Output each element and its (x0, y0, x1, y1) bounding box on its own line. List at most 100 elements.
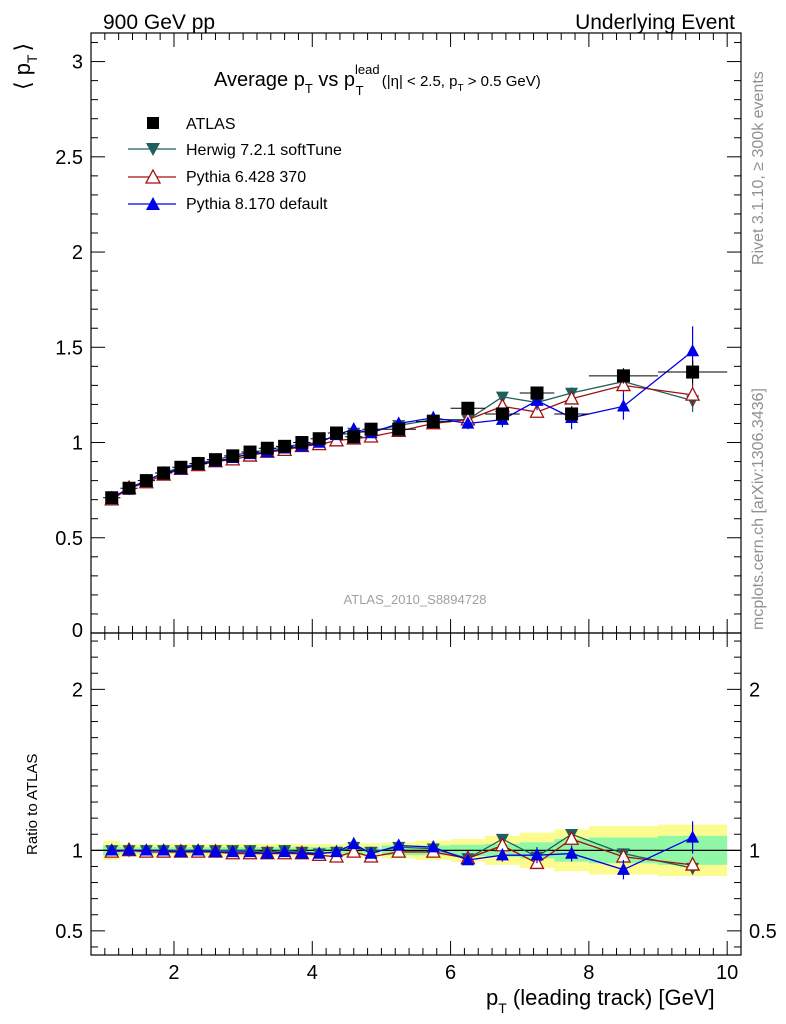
axis-ticks (91, 33, 741, 955)
y-tick-label: 2.5 (55, 147, 83, 169)
point-atlas (347, 430, 361, 444)
y-tick-label: 0.5 (55, 528, 83, 550)
ratio-point-pythia-6-428-370 (564, 830, 580, 845)
point-pythia-8-170-default (686, 343, 700, 357)
ratio-point-pythia-8-170-default (105, 843, 119, 856)
x-tick-label: 10 (716, 962, 738, 984)
point-pythia-8-170-default (461, 416, 475, 429)
point-atlas (530, 386, 544, 400)
point-pythia-6-428-370 (685, 386, 701, 401)
x-tick-label: 2 (168, 962, 179, 984)
rivet-label: Rivet 3.1.10, ≥ 300k events (750, 71, 767, 265)
plot-title: Average pT vs plead T (|η| < 2.5, pT > 0.… (214, 62, 541, 98)
ratio-point-pythia-8-170-default (157, 843, 171, 856)
y-axis-label-main: ⟨ p (10, 63, 35, 90)
legend-marker-triangle-down (146, 143, 160, 156)
ratio-point-pythia-8-170-default (392, 838, 406, 851)
ratio-tick-label-right: 1 (749, 840, 760, 862)
point-pythia-6-428-370 (615, 376, 632, 392)
point-atlas (495, 407, 509, 421)
energy-label: 900 GeV pp (103, 11, 215, 34)
point-atlas (329, 426, 343, 440)
ratio-point-pythia-8-170-default (139, 843, 153, 856)
ratio-point-pythia-8-170-default (295, 846, 309, 859)
legend-label-herwig: Herwig 7.2.1 softTune (186, 142, 342, 159)
ratio-point-pythia-8-170-default (495, 848, 509, 861)
title-sub2: T (356, 83, 364, 98)
legend-marker-square (147, 117, 159, 129)
title-prefix: Average p (214, 69, 305, 91)
legend: ATLAS Herwig 7.2.1 softTune Pythia 6.428… (128, 116, 342, 213)
point-atlas (191, 456, 205, 470)
legend-label-atlas: ATLAS (186, 116, 236, 133)
title-cuts-a: (|η| < 2.5, p (378, 73, 458, 90)
ratio-point-pythia-6-428-370 (346, 843, 362, 858)
point-atlas (312, 432, 326, 446)
y-tick-label: 0 (72, 620, 83, 642)
ratio-tick-label-right: 2 (749, 679, 760, 701)
x-axis-label-main: p (486, 985, 498, 1010)
legend-item-pythia8: Pythia 8.170 default (128, 196, 328, 213)
point-atlas (243, 445, 257, 459)
point-atlas (157, 466, 171, 480)
point-atlas (208, 453, 222, 467)
x-axis-label: pT (leading track) [GeV] (486, 985, 715, 1016)
point-atlas (278, 439, 292, 453)
ratio-point-pythia-8-170-default (208, 844, 222, 858)
ratio-point-pythia-8-170-default (243, 844, 257, 858)
legend-label-pythia6: Pythia 6.428 370 (186, 169, 306, 186)
y-tick-label: 1 (72, 433, 83, 455)
x-tick-label: 8 (583, 962, 594, 984)
ratio-point-pythia-8-170-default (530, 848, 544, 861)
legend-marker-triangle-open (144, 168, 162, 184)
point-atlas (122, 481, 136, 495)
ratio-point-pythia-8-170-default (122, 843, 136, 856)
ratio-point-pythia-8-170-default (329, 844, 343, 858)
point-atlas (565, 407, 579, 421)
ratio-point-pythia-8-170-default (616, 862, 630, 875)
ratio-point-pythia-8-170-default (686, 830, 700, 843)
analysis-id: ATLAS_2010_S8894728 (344, 592, 487, 607)
point-pythia-8-170-default (616, 399, 630, 412)
y-axis-label: ⟨ pT ⟩ (10, 43, 40, 90)
ratio-point-pythia-8-170-default (174, 844, 188, 858)
y-axis-label-sub: T (24, 54, 40, 63)
title-sub1: T (305, 81, 313, 96)
process-label: Underlying Event (575, 11, 735, 34)
legend-item-herwig: Herwig 7.2.1 softTune (128, 142, 342, 159)
point-herwig-7-2-1-softtune (495, 391, 509, 404)
point-atlas (686, 365, 700, 379)
point-atlas (226, 449, 240, 463)
point-atlas (426, 415, 440, 429)
x-tick-label: 4 (307, 962, 318, 984)
mcplots-label: mcplots.cern.ch [arXiv:1306.3436] (750, 388, 767, 630)
point-atlas (364, 422, 378, 436)
ratio-point-pythia-6-428-370 (391, 843, 407, 858)
title-middle: vs p (313, 69, 355, 91)
point-pythia-6-428-370 (564, 390, 580, 405)
point-atlas (392, 422, 406, 436)
ratio-point-pythia-6-428-370 (685, 856, 701, 871)
title-cuts-b: > 0.5 GeV) (464, 73, 541, 90)
ratio-point-pythia-8-170-default (565, 846, 579, 859)
ratio-tick-label-left: 1 (72, 840, 83, 862)
main-plot-data (103, 326, 728, 506)
ratio-point-pythia-8-170-default (191, 843, 205, 856)
ratio-point-pythia-8-170-default (260, 846, 274, 859)
ratio-point-pythia-8-170-default (226, 844, 240, 858)
point-atlas (174, 460, 188, 474)
y-tick-label: 3 (72, 52, 83, 74)
ratio-point-pythia-8-170-default (312, 846, 326, 859)
title-cuts-sub: T (457, 83, 463, 94)
ratio-tick-label-left: 2 (72, 679, 83, 701)
point-atlas (139, 474, 153, 488)
ratio-point-pythia-8-170-default (461, 852, 475, 866)
x-axis-label-rest: (leading track) [GeV] (507, 985, 715, 1010)
axis-tick-labels: 2 4 6 8 10 0 0.5 1 1.5 2 2.5 3 0.5 0.5 1 1 2 2 (55, 52, 777, 984)
legend-item-atlas: ATLAS (147, 116, 236, 133)
point-atlas (295, 436, 309, 450)
y-tick-label: 1.5 (55, 337, 83, 359)
ratio-plot-data (104, 821, 701, 880)
ratio-point-pythia-8-170-default (364, 846, 378, 859)
